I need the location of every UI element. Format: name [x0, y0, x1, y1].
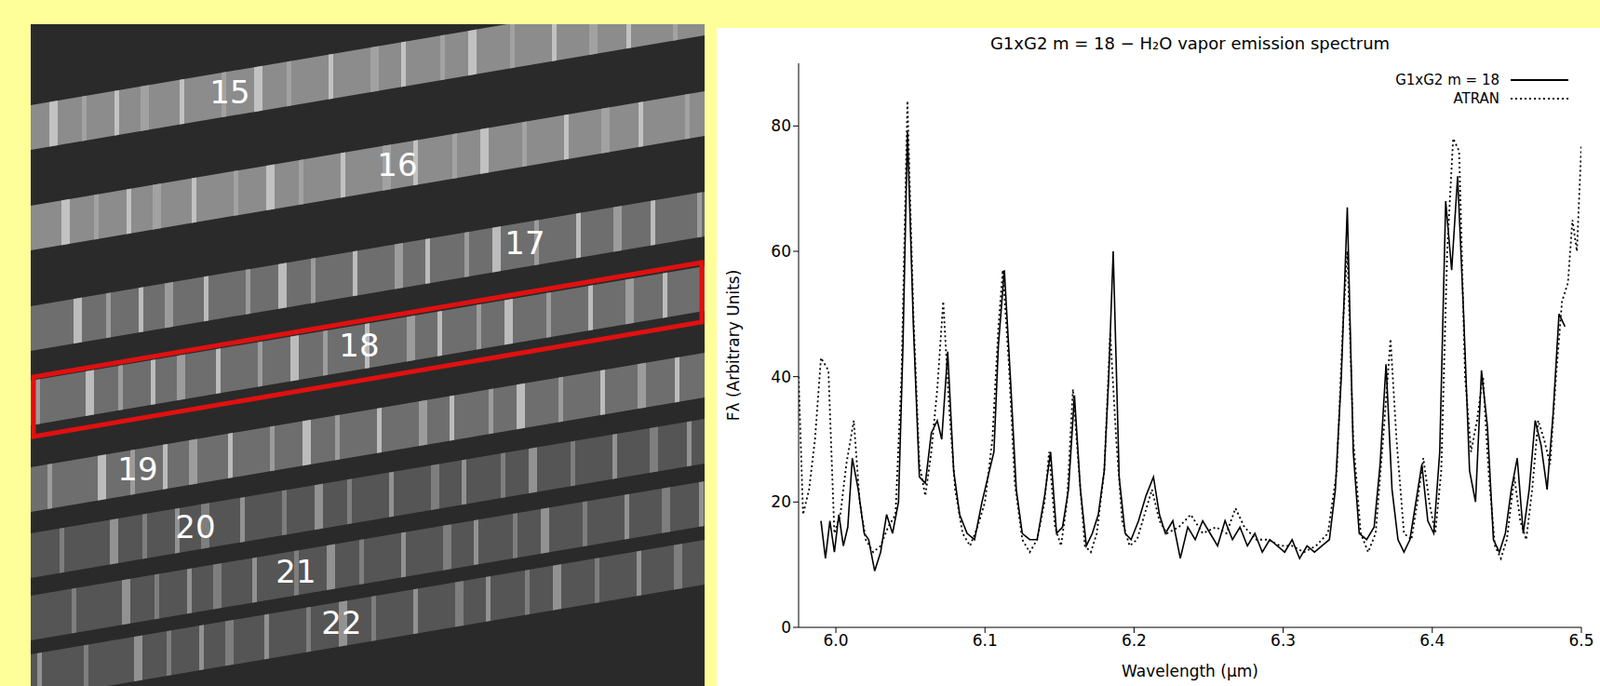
svg-text:6.2: 6.2 [1121, 631, 1147, 650]
svg-text:22: 22 [321, 604, 362, 642]
svg-text:60: 60 [770, 242, 792, 261]
svg-text:Fλ (Arbitrary Units): Fλ (Arbitrary Units) [724, 269, 743, 422]
svg-text:40: 40 [770, 367, 792, 387]
html-text:ATRAN: ATRAN [1453, 90, 1500, 108]
svg-text:6.0: 6.0 [823, 631, 849, 650]
svg-text:17: 17 [504, 224, 545, 262]
svg-text:19: 19 [117, 450, 158, 488]
svg-text:6.3: 6.3 [1270, 631, 1296, 650]
svg-text:6.5: 6.5 [1568, 631, 1594, 650]
html-text:G1xG2 m = 18 − H₂O vapor emiss: G1xG2 m = 18 − H₂O vapor emission spectr… [990, 33, 1390, 54]
svg-text:16: 16 [376, 146, 417, 184]
svg-text:15: 15 [209, 73, 250, 111]
svg-text:0: 0 [780, 618, 792, 637]
svg-text:80: 80 [770, 116, 792, 135]
html-text:G1xG2 m = 18: G1xG2 m = 18 [1395, 71, 1500, 89]
svg-text:Wavelength (μm): Wavelength (μm) [1121, 661, 1259, 681]
svg-text:20: 20 [770, 492, 792, 511]
svg-text:18: 18 [338, 326, 379, 364]
svg-text:6.1: 6.1 [972, 631, 998, 650]
svg-text:20: 20 [174, 508, 216, 546]
svg-text:21: 21 [275, 552, 316, 591]
svg-text:6.4: 6.4 [1419, 631, 1445, 650]
